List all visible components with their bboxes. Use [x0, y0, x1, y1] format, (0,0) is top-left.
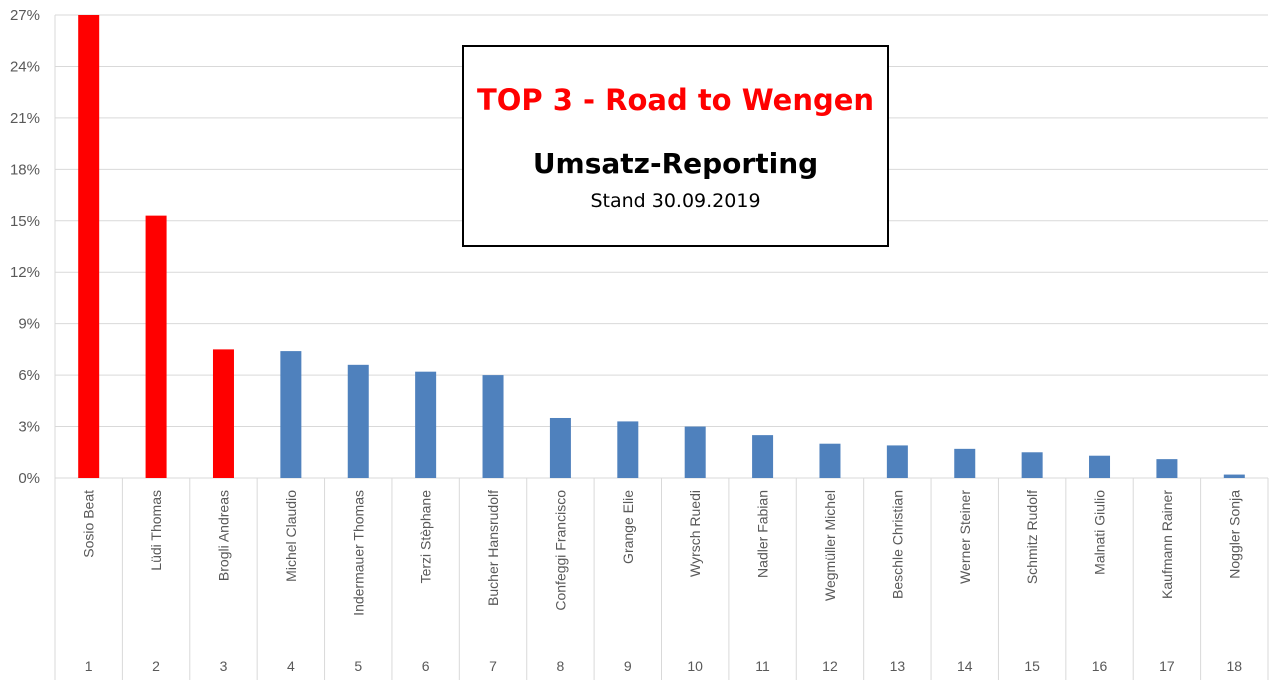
bar — [482, 375, 504, 478]
y-tick-label: 27% — [10, 7, 40, 24]
title-box: TOP 3 - Road to Wengen Umsatz-Reporting … — [462, 45, 889, 247]
y-tick-label: 9% — [18, 316, 40, 333]
x-category-label: Bucher Hansrudolf — [485, 490, 501, 606]
x-category-label: Michel Claudio — [283, 490, 299, 582]
rank-label: 10 — [687, 658, 703, 674]
x-category-label: Kaufmann Rainer — [1159, 490, 1175, 599]
bar — [347, 364, 369, 478]
x-category-label: Lüdi Thomas — [148, 490, 164, 571]
bar — [549, 417, 571, 478]
rank-label: 12 — [822, 658, 838, 674]
x-category-label: Schmitz Rudolf — [1024, 490, 1040, 584]
rank-label: 14 — [957, 658, 973, 674]
x-axis-categories: Sosio Beat Lüdi Thomas Brogli Andreas Miche… — [81, 490, 1243, 616]
bar — [1223, 474, 1245, 478]
rank-label: 5 — [354, 658, 362, 674]
bar — [415, 371, 437, 478]
rank-label: 18 — [1227, 658, 1243, 674]
x-category-label: Malnati Giulio — [1092, 490, 1108, 575]
x-category-label: Confeggi Francisco — [552, 490, 568, 611]
bar — [212, 349, 234, 478]
chart-title: TOP 3 - Road to Wengen — [476, 83, 875, 117]
y-tick-label: 24% — [10, 58, 40, 75]
x-category-label: Werner Steiner — [957, 490, 973, 584]
bar — [1156, 459, 1178, 478]
bar — [617, 421, 639, 478]
rank-label: 8 — [557, 658, 565, 674]
rank-label: 7 — [489, 658, 497, 674]
rank-label: 17 — [1159, 658, 1175, 674]
rank-label: 1 — [85, 658, 93, 674]
report-date: Stand 30.09.2019 — [590, 190, 761, 212]
bars — [78, 15, 1245, 478]
bar — [1089, 455, 1111, 478]
x-category-label: Brogli Andreas — [215, 490, 231, 581]
x-category-label: Terzi Stèphane — [418, 490, 434, 584]
y-axis-ticks: 0% 3% 6% 9% 12% 15% 18% 21% 24% 27% — [10, 7, 40, 487]
x-category-label: Wegmüller Michel — [822, 490, 838, 601]
y-tick-label: 18% — [10, 161, 40, 178]
y-tick-label: 15% — [10, 213, 40, 230]
x-category-label: Sosio Beat — [81, 490, 97, 558]
y-tick-label: 3% — [18, 419, 40, 436]
bar — [78, 15, 100, 478]
x-category-label: Wyrsch Ruedi — [687, 490, 703, 577]
y-tick-label: 12% — [10, 264, 40, 281]
x-axis-ranks: 1 2 3 4 5 6 7 8 9 10 11 12 13 14 15 16 17 18 — [85, 658, 1243, 674]
x-category-label: Grange Elie — [620, 490, 636, 564]
rank-label: 16 — [1092, 658, 1108, 674]
rank-label: 6 — [422, 658, 430, 674]
rank-label: 2 — [152, 658, 160, 674]
y-tick-label: 6% — [18, 367, 40, 384]
x-category-label: Indermauer Thomas — [350, 490, 366, 616]
bar — [954, 448, 976, 478]
rank-label: 4 — [287, 658, 295, 674]
bar — [145, 215, 167, 478]
bar — [1021, 452, 1043, 478]
y-tick-label: 0% — [18, 470, 40, 487]
y-tick-label: 21% — [10, 110, 40, 127]
bar — [819, 443, 841, 478]
rank-label: 9 — [624, 658, 632, 674]
bar — [280, 351, 302, 478]
bar — [752, 435, 774, 478]
rank-label: 15 — [1024, 658, 1040, 674]
bar — [684, 426, 706, 478]
x-category-label: Beschle Christian — [889, 490, 905, 599]
rank-label: 3 — [220, 658, 228, 674]
x-category-label: Noggler Sonja — [1226, 490, 1242, 579]
chart-subtitle: Umsatz-Reporting — [532, 147, 819, 180]
x-category-label: Nadler Fabian — [755, 490, 771, 578]
bar — [886, 445, 908, 478]
rank-label: 13 — [890, 658, 906, 674]
rank-label: 11 — [755, 658, 770, 674]
